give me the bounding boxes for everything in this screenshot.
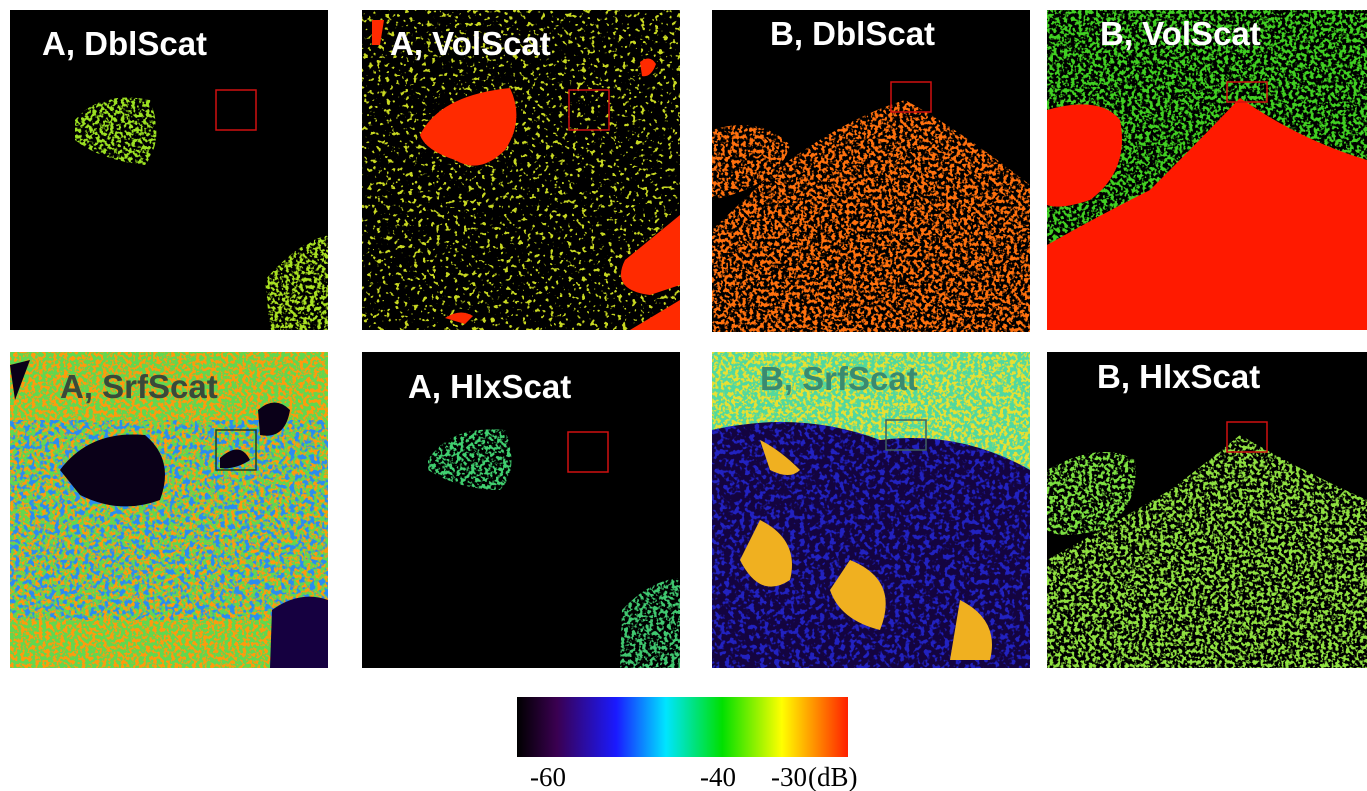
panel: B, HlxScat (1047, 352, 1367, 668)
panel-label: A, DblScat (42, 25, 207, 62)
colorbar-tick-label: -60 (530, 762, 566, 791)
colorbar-unit: (dB) (808, 762, 858, 791)
panel: A, DblScat (10, 10, 330, 330)
page: A, DblScat A, VolScat B, DblScat B, VolS… (0, 0, 1367, 791)
panel-label: A, VolScat (390, 25, 551, 62)
panel-label: B, DblScat (770, 15, 935, 52)
panel-label: B, HlxScat (1097, 358, 1260, 395)
panel-label: A, HlxScat (408, 368, 571, 405)
panel: A, VolScat (362, 10, 680, 330)
panel: A, SrfScat (10, 352, 328, 668)
figure: A, DblScat A, VolScat B, DblScat B, VolS… (0, 0, 1367, 791)
panel: B, VolScat (1047, 10, 1367, 330)
panel-label: B, SrfScat (760, 360, 918, 397)
panel-label: B, VolScat (1100, 15, 1261, 52)
colorbar-tick-label: -40 (700, 762, 736, 791)
panel: B, DblScat (712, 10, 1030, 332)
colorbar (517, 697, 848, 757)
colorbar-tick-label: -30 (771, 762, 807, 791)
panel: B, SrfScat (712, 352, 1030, 668)
panel: A, HlxScat (362, 352, 680, 668)
panel-label: A, SrfScat (60, 368, 218, 405)
